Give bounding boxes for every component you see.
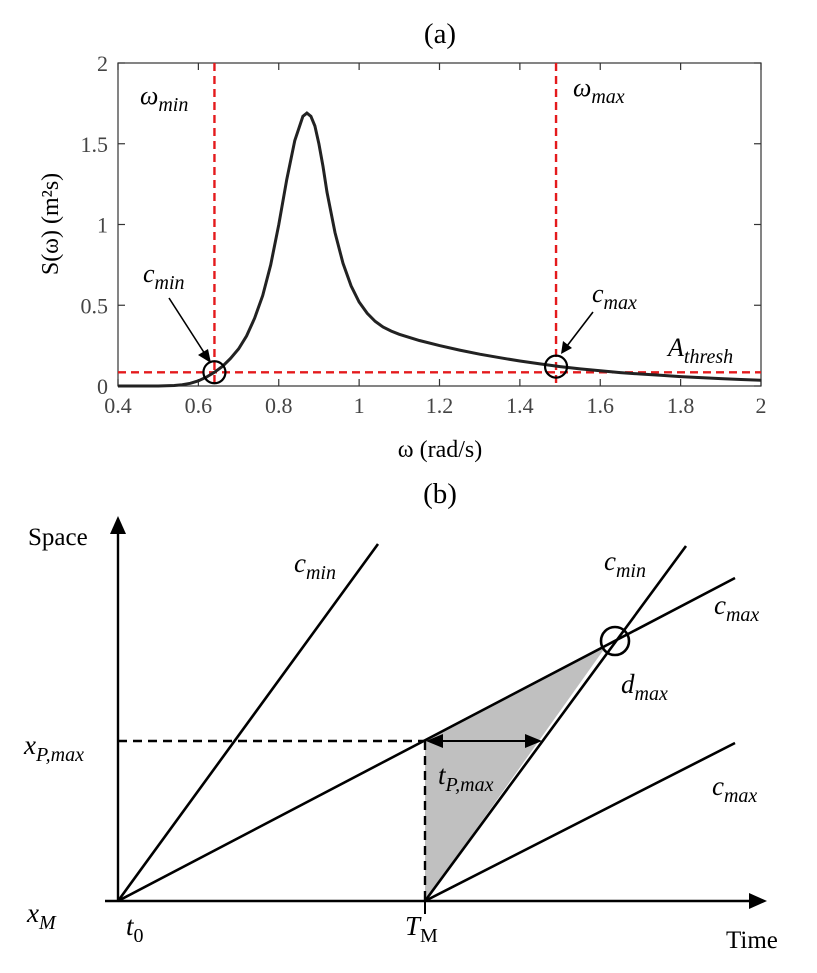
x-tick-label: 0.4 [104,393,132,418]
x-tick-label: 0.6 [185,393,213,418]
time-axis-label: Time [726,927,778,954]
panel-a: (a) 0.4 0.6 0.8 1 1.2 1.4 1.6 1.8 2 0 0.5 1 1.5 2 ω … [38,18,767,463]
c-min-label-b2: cmin [604,546,646,582]
y-tick-label: 1 [97,213,108,238]
x-tick-label: 2 [756,393,767,418]
space-axis [110,516,126,901]
c-max-label-b2: cmax [712,771,757,807]
panel-b: (b) Space Time [23,478,778,954]
omega-min-label: ωmin [140,81,188,116]
tp-max-double-arrow [426,734,542,748]
c-max-line-origin [117,576,736,903]
tp-max-label: tP,max [438,760,494,796]
intersection-circle [202,360,227,385]
t-m-label: TM [405,911,438,947]
intersection-markers [202,354,569,385]
x-m-label: xM [26,898,57,934]
d-max-circle [599,625,631,657]
panel-b-label: (b) [423,478,457,510]
y-tick-label: 0 [97,374,108,399]
x-tick-label: 1.2 [426,393,454,418]
x-tick-label: 1.6 [587,393,615,418]
y-axis-label: S(ω) (m²s) [38,173,64,275]
c-min-line-origin [116,543,380,902]
c-max-line-tm [424,741,736,903]
c-max-arrow [561,311,594,354]
y-tick-label: 2 [97,51,108,76]
c-min-arrow [168,297,211,363]
x-tick-label: 0.8 [265,393,293,418]
a-thresh-label: Athresh [666,333,733,368]
x-tick-label: 1.8 [667,393,695,418]
time-axis [105,893,767,909]
y-axis-ticks: 0 0.5 1 1.5 2 [81,51,761,399]
y-tick-label: 0.5 [81,293,109,318]
y-tick-label: 1.5 [81,132,109,157]
xp-max-label: xP,max [23,730,84,766]
c-min-label-a: cmin [143,259,185,294]
x-tick-label: 1 [354,393,365,418]
d-max-label: dmax [621,669,668,705]
x-axis-ticks: 0.4 0.6 0.8 1 1.2 1.4 1.6 1.8 2 [104,63,767,418]
panel-a-label: (a) [424,18,456,50]
c-max-label-b1: cmax [714,590,759,626]
x-axis-label: ω (rad/s) [398,437,482,463]
intersection-circle [543,354,569,379]
spectrum-curve [118,111,762,388]
c-min-label-b1: cmin [294,548,336,584]
c-max-label-a: cmax [592,279,637,314]
x-tick-label: 1.4 [506,393,534,418]
omega-max-label: ωmax [573,73,625,108]
c-min-line-tm [423,545,688,902]
reference-lines [118,63,761,386]
space-axis-label: Space [28,524,88,551]
t-0-label: t0 [126,911,144,947]
